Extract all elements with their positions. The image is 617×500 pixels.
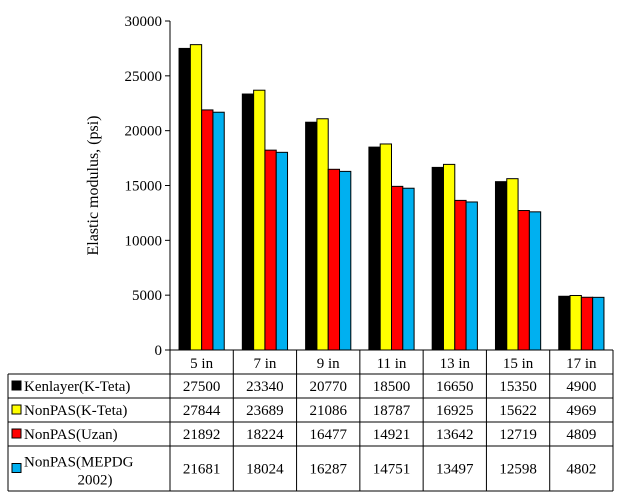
- bar-4-2: [275, 151, 289, 351]
- bar-3-7: [580, 296, 594, 351]
- legend-label: NonPAS(MEPDG: [24, 455, 134, 471]
- x-tick-label: 15 in: [503, 356, 534, 372]
- table-cell-value: 16650: [436, 379, 474, 395]
- legend-swatch-4: [11, 463, 22, 473]
- table-cell-value: 13497: [436, 462, 474, 478]
- table-cell-value: 13642: [436, 427, 474, 443]
- x-tick-label: 7 in: [253, 356, 276, 372]
- legend-label: NonPAS(Uzan): [24, 427, 118, 443]
- table-cell-value: 27500: [183, 379, 221, 395]
- table-cell-value: 16477: [309, 427, 347, 443]
- table-cell-value: 20770: [309, 379, 347, 395]
- table-cell-value: 16925: [436, 403, 474, 419]
- bar-3-1: [201, 109, 214, 351]
- bar-4-6: [528, 211, 542, 351]
- table-cell-value: 21681: [183, 462, 221, 478]
- bar-3-3: [327, 168, 341, 351]
- bar-2-7: [569, 295, 582, 351]
- x-tick-label: 17 in: [566, 356, 597, 372]
- bar-1-1: [178, 47, 191, 351]
- table-cell-value: 14751: [373, 462, 411, 478]
- table-cell-value: 4969: [566, 403, 596, 419]
- bar-1-3: [305, 121, 318, 351]
- table-cell-value: 4809: [566, 427, 596, 443]
- bar-1-5: [431, 166, 444, 351]
- table-cell-value: 4900: [566, 379, 596, 395]
- y-tick-label: 25000: [125, 69, 163, 85]
- x-tick-label: 11 in: [377, 356, 407, 372]
- table-cell-value: 27844: [183, 403, 221, 419]
- bar-2-2: [253, 89, 266, 351]
- x-tick-label: 13 in: [440, 356, 471, 372]
- table-cell-value: 18024: [246, 462, 284, 478]
- bar-4-7: [592, 296, 605, 351]
- table-cell-value: 4802: [566, 462, 596, 478]
- table-cell-value: 18787: [373, 403, 411, 419]
- y-tick-label: 15000: [125, 179, 163, 195]
- bar-2-4: [379, 143, 393, 351]
- bar-4-5: [465, 201, 478, 351]
- bar-4-3: [339, 170, 352, 351]
- bar-3-5: [454, 199, 467, 351]
- bar-1-7: [558, 295, 571, 351]
- bar-4-4: [402, 187, 415, 351]
- table-cell-value: 21892: [183, 427, 221, 443]
- bar-2-1: [189, 44, 203, 351]
- bar-2-5: [442, 163, 456, 351]
- legend-label: NonPAS(K-Teta): [24, 403, 127, 419]
- table-cell-value: 21086: [309, 403, 347, 419]
- legend-swatch-2: [11, 404, 22, 415]
- y-axis-label: Elastic modulus, (psi): [85, 116, 102, 256]
- bar-3-6: [517, 210, 530, 351]
- bar-1-2: [241, 93, 255, 351]
- legend-label: Kenlayer(K-Teta): [24, 379, 130, 395]
- y-tick-label: 0: [155, 343, 163, 359]
- bar-3-2: [264, 149, 277, 351]
- bar-4-1: [212, 111, 225, 351]
- y-tick-label: 5000: [132, 288, 162, 304]
- bar-2-6: [506, 178, 519, 351]
- y-tick-label: 20000: [125, 124, 163, 140]
- bar-3-4: [391, 185, 404, 351]
- x-tick-label: 5 in: [190, 356, 213, 372]
- bar-1-4: [368, 146, 381, 351]
- table-cell-value: 15350: [499, 379, 537, 395]
- table-cell-value: 18224: [246, 427, 284, 443]
- bar-2-3: [316, 118, 329, 351]
- table-cell-value: 15622: [499, 403, 537, 419]
- table-cell-value: 12719: [499, 427, 537, 443]
- table-cell-value: 23340: [246, 379, 284, 395]
- x-tick-label: 9 in: [317, 356, 340, 372]
- bar-1-6: [494, 181, 508, 351]
- y-tick-label: 10000: [125, 233, 163, 249]
- legend-swatch-1: [11, 380, 22, 391]
- table-cell-value: 16287: [309, 462, 347, 478]
- legend-swatch-3: [11, 428, 22, 439]
- table-cell-value: 23689: [246, 403, 284, 419]
- legend-label: 2002): [78, 473, 113, 489]
- table-cell-value: 14921: [373, 427, 411, 443]
- table-cell-value: 18500: [373, 379, 411, 395]
- table-cell-value: 12598: [499, 462, 537, 478]
- y-tick-label: 30000: [125, 14, 163, 30]
